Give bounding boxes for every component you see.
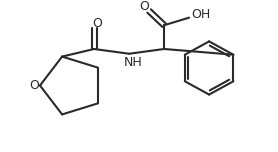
Text: O: O xyxy=(92,17,102,30)
Text: OH: OH xyxy=(192,8,211,21)
Text: NH: NH xyxy=(124,56,143,69)
Text: O: O xyxy=(29,79,39,92)
Text: O: O xyxy=(139,0,149,13)
